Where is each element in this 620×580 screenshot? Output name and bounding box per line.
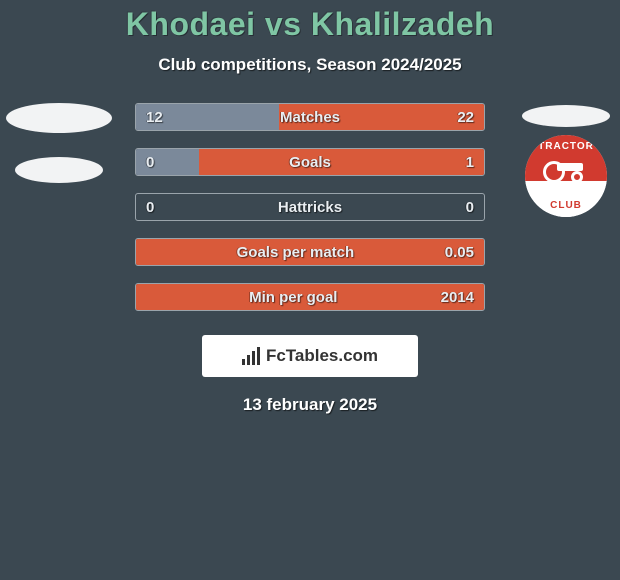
stat-right-value: 22 — [457, 109, 484, 126]
stat-right-value: 1 — [466, 154, 484, 171]
badge-bottom-text: CLUB — [525, 200, 607, 211]
stat-left-value: 12 — [136, 109, 163, 126]
stat-row: 12Matches22 — [135, 103, 485, 131]
stat-row: Goals per match0.05 — [135, 238, 485, 266]
date-text: 13 february 2025 — [0, 395, 620, 415]
main: 12Matches220Goals10Hattricks0Goals per m… — [0, 103, 620, 311]
brand-text: FcTables.com — [266, 346, 378, 366]
stat-row: 0Hattricks0 — [135, 193, 485, 221]
stat-right-value: 2014 — [441, 289, 484, 306]
team-placeholder-icon — [15, 157, 103, 183]
team-placeholder-icon — [6, 103, 112, 133]
stat-row: Min per goal2014 — [135, 283, 485, 311]
subtitle: Club competitions, Season 2024/2025 — [0, 55, 620, 75]
stat-row: 0Goals1 — [135, 148, 485, 176]
brand-logo-icon — [242, 347, 260, 365]
brand-badge: FcTables.com — [202, 335, 418, 377]
left-team-icons — [6, 103, 112, 183]
comparison-card: Khodaei vs Khalilzadeh Club competitions… — [0, 0, 620, 580]
stat-label: Hattricks — [154, 199, 465, 216]
stat-right-value: 0 — [466, 199, 484, 216]
team-placeholder-icon — [522, 105, 610, 127]
stat-right-value: 0.05 — [445, 244, 484, 261]
stat-left-value: 0 — [136, 154, 154, 171]
stat-label: Min per goal — [146, 289, 441, 306]
stat-label: Matches — [163, 109, 458, 126]
right-team-icons: TRACTOR CLUB — [522, 103, 610, 217]
page-title: Khodaei vs Khalilzadeh — [0, 6, 620, 43]
stat-label: Goals per match — [146, 244, 445, 261]
stat-left-value: 0 — [136, 199, 154, 216]
stat-label: Goals — [154, 154, 465, 171]
comparison-bars: 12Matches220Goals10Hattricks0Goals per m… — [135, 103, 485, 311]
tractor-club-badge-icon: TRACTOR CLUB — [525, 135, 607, 217]
badge-top-text: TRACTOR — [525, 141, 607, 152]
